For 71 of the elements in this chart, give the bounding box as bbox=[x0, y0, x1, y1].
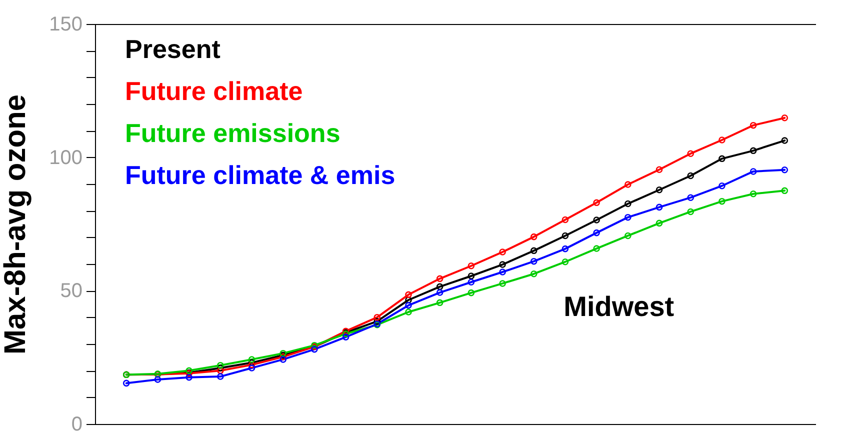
point bbox=[656, 220, 663, 227]
point bbox=[687, 208, 694, 216]
y-axis-title: Max-8h-avg ozone bbox=[0, 94, 32, 355]
point bbox=[687, 150, 694, 157]
point bbox=[436, 289, 444, 296]
text: Future emissions bbox=[125, 118, 340, 148]
y-tick-label: 50 bbox=[60, 280, 82, 302]
point bbox=[468, 289, 475, 296]
annotation: Midwest bbox=[564, 291, 674, 322]
point bbox=[405, 296, 412, 304]
point bbox=[186, 374, 192, 381]
text: Present bbox=[125, 34, 221, 64]
point bbox=[154, 376, 162, 383]
point bbox=[217, 364, 224, 372]
text: Future climate bbox=[125, 76, 303, 106]
point bbox=[530, 233, 538, 240]
point bbox=[217, 373, 224, 380]
point bbox=[468, 262, 475, 270]
point bbox=[593, 216, 600, 224]
point bbox=[718, 136, 726, 144]
point bbox=[750, 168, 757, 175]
point bbox=[530, 270, 538, 278]
point bbox=[750, 147, 757, 154]
point bbox=[374, 318, 381, 325]
point bbox=[530, 247, 538, 254]
point bbox=[624, 214, 632, 221]
point bbox=[468, 272, 475, 280]
point bbox=[530, 258, 538, 265]
point bbox=[750, 122, 757, 129]
point bbox=[624, 232, 632, 240]
point bbox=[562, 245, 569, 252]
point bbox=[593, 245, 600, 252]
point bbox=[656, 204, 663, 211]
point bbox=[405, 302, 412, 309]
point bbox=[624, 181, 632, 188]
point bbox=[405, 308, 412, 316]
point bbox=[750, 190, 757, 198]
point bbox=[593, 199, 600, 206]
point bbox=[405, 291, 412, 298]
point bbox=[342, 334, 350, 340]
point bbox=[656, 186, 663, 194]
point bbox=[499, 261, 506, 268]
text: Future climate & emis bbox=[125, 160, 396, 190]
y-tick-label: 100 bbox=[49, 146, 82, 169]
point bbox=[248, 356, 256, 363]
point bbox=[718, 182, 726, 190]
point bbox=[248, 364, 256, 372]
point bbox=[374, 314, 381, 321]
point bbox=[624, 200, 632, 208]
point bbox=[217, 367, 224, 374]
point bbox=[562, 258, 569, 266]
point bbox=[718, 198, 726, 205]
point bbox=[687, 172, 694, 180]
point bbox=[436, 275, 444, 282]
point bbox=[499, 280, 506, 287]
point bbox=[311, 346, 318, 353]
point bbox=[217, 362, 224, 369]
point bbox=[562, 216, 569, 224]
point bbox=[593, 229, 600, 236]
point bbox=[718, 155, 726, 162]
y-tick-label: 150 bbox=[49, 14, 82, 36]
point bbox=[656, 166, 663, 173]
point bbox=[280, 356, 286, 363]
point bbox=[499, 268, 506, 276]
point bbox=[499, 248, 506, 256]
point bbox=[687, 194, 694, 201]
point bbox=[562, 232, 569, 240]
point bbox=[436, 283, 444, 290]
y-tick-label: 0 bbox=[71, 414, 82, 436]
point bbox=[436, 299, 444, 306]
point bbox=[468, 278, 475, 286]
